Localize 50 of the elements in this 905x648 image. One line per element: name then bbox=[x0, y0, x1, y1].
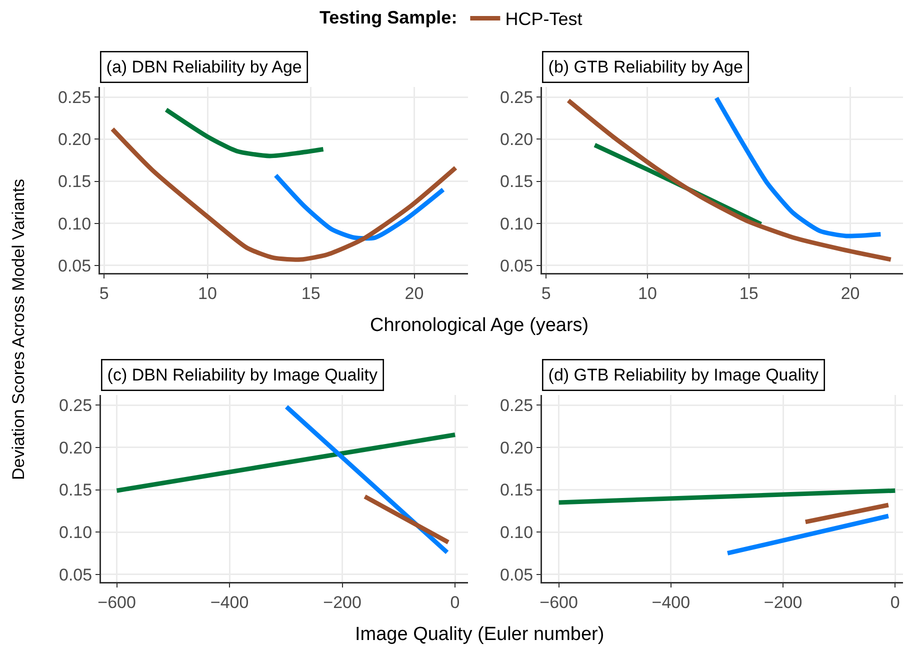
y-tick-label: 0.15 bbox=[58, 172, 92, 192]
x-axis-title: Chronological Age (years) bbox=[370, 315, 589, 336]
y-tick-label: 0.15 bbox=[59, 480, 92, 500]
y-tick-label: 0.10 bbox=[58, 214, 92, 234]
y-tick-label: 0.25 bbox=[58, 88, 92, 108]
chart-title: (c) DBN Reliability by Image Quality bbox=[107, 365, 378, 384]
line-series bbox=[164, 107, 326, 158]
x-tick-label: 15 bbox=[739, 284, 758, 303]
y-tick-label: 0.25 bbox=[500, 88, 534, 108]
y-tick-label: 0.15 bbox=[500, 172, 534, 192]
y-tick-label: 0.20 bbox=[500, 438, 534, 458]
y-tick-label: 0.05 bbox=[500, 256, 534, 276]
x-tick-label: 15 bbox=[301, 284, 320, 303]
line-series bbox=[110, 126, 458, 262]
x-tick-label: 0 bbox=[450, 592, 460, 612]
line-series bbox=[714, 96, 883, 238]
x-tick-label: −600 bbox=[540, 592, 578, 612]
y-axis-title: Deviation Scores Across Model Variants bbox=[9, 178, 28, 480]
x-tick-label: −200 bbox=[764, 592, 802, 612]
y-tick-label: 0.20 bbox=[500, 130, 534, 150]
line-series bbox=[273, 173, 446, 241]
x-tick-label: 20 bbox=[404, 284, 424, 303]
y-tick-label: 0.15 bbox=[500, 480, 534, 500]
x-tick-label: 20 bbox=[840, 284, 860, 303]
y-tick-label: 0.05 bbox=[59, 565, 92, 584]
x-tick-label: −400 bbox=[210, 592, 249, 612]
y-tick-label: 0.25 bbox=[59, 396, 92, 416]
x-tick-label: 5 bbox=[99, 284, 109, 303]
chart-title: (b) GTB Reliability by Age bbox=[548, 57, 743, 76]
x-axis-title: Image Quality (Euler number) bbox=[355, 624, 604, 645]
x-tick-label: −400 bbox=[652, 592, 690, 612]
y-tick-label: 0.05 bbox=[58, 256, 92, 276]
y-tick-label: 0.05 bbox=[500, 565, 534, 584]
y-tick-label: 0.20 bbox=[58, 130, 92, 150]
chart-title: (a) DBN Reliability by Age bbox=[106, 57, 302, 76]
y-tick-label: 0.10 bbox=[500, 214, 534, 234]
legend-title: Testing Sample: bbox=[320, 7, 458, 28]
y-tick-label: 0.25 bbox=[500, 396, 534, 416]
line-series bbox=[566, 98, 894, 262]
x-tick-label: −600 bbox=[98, 592, 136, 612]
chart-title: (d) GTB Reliability by Image Quality bbox=[548, 365, 819, 384]
x-tick-label: 10 bbox=[638, 284, 657, 303]
x-tick-label: −200 bbox=[323, 592, 362, 612]
y-tick-label: 0.10 bbox=[500, 523, 534, 542]
y-tick-label: 0.20 bbox=[59, 438, 92, 458]
x-tick-label: 0 bbox=[890, 592, 900, 612]
x-tick-label: 5 bbox=[541, 284, 551, 303]
legend-label: HCP-Test bbox=[505, 9, 582, 30]
y-tick-label: 0.10 bbox=[59, 523, 92, 542]
x-tick-label: 10 bbox=[198, 284, 217, 303]
